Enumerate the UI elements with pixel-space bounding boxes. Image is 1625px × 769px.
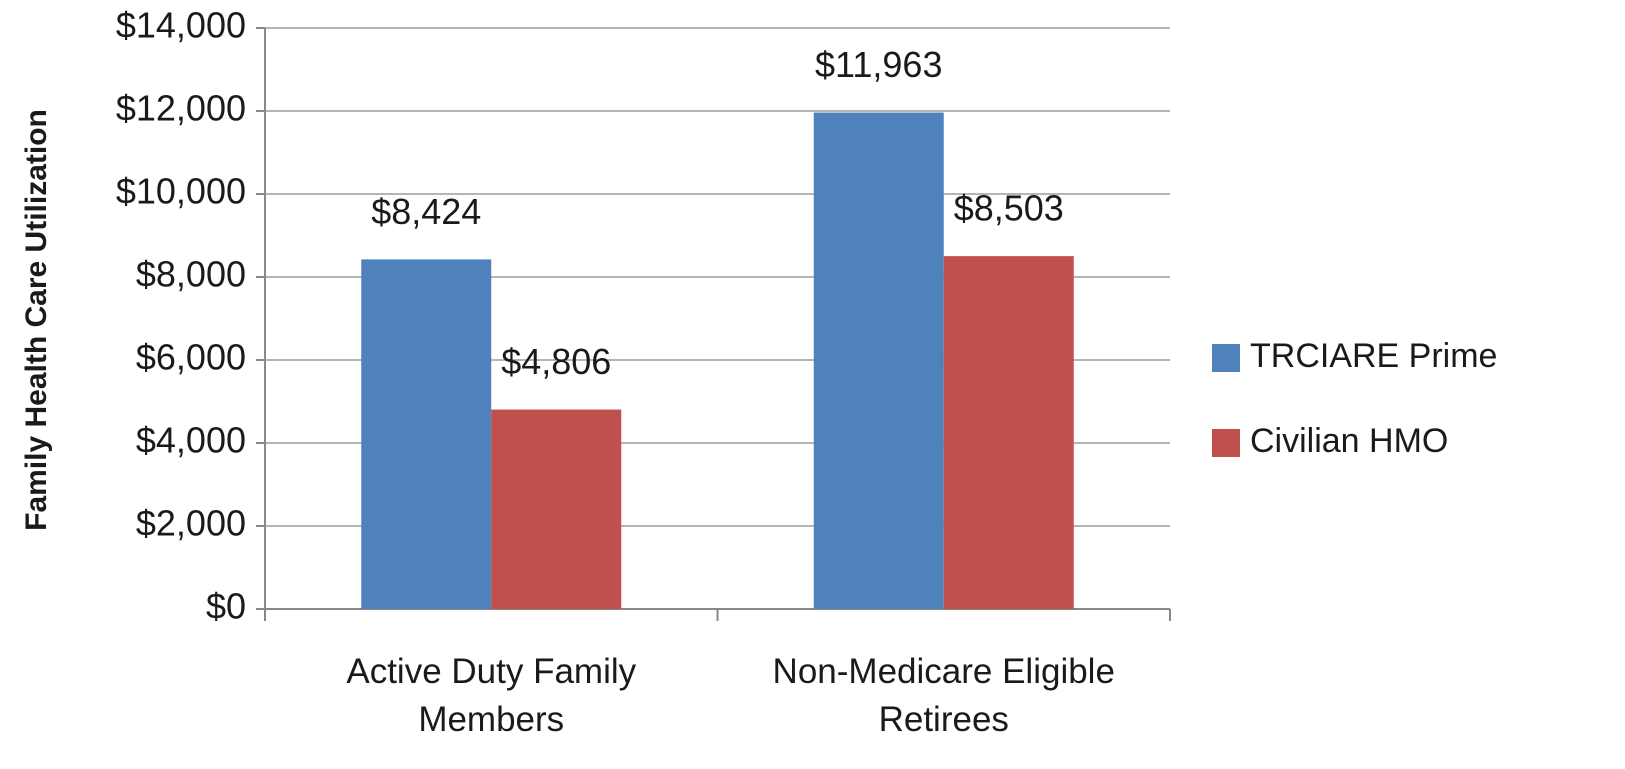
y-tick-label: $10,000 xyxy=(116,171,246,212)
bar xyxy=(813,112,944,610)
legend-swatch xyxy=(1212,429,1240,457)
legend-swatch xyxy=(1212,344,1240,372)
y-tick-label: $2,000 xyxy=(136,503,246,544)
value-label: $8,424 xyxy=(371,191,481,232)
y-axis-title: Family Health Care Utilization xyxy=(20,109,53,531)
x-tick-label: Non-Medicare Eligible Retirees xyxy=(772,652,1115,739)
y-tick-label: $8,000 xyxy=(136,254,246,295)
value-label: $8,503 xyxy=(954,188,1064,229)
y-tick-label: $0 xyxy=(206,586,246,627)
bar xyxy=(943,256,1074,609)
bar xyxy=(361,259,492,609)
y-tick-label: $4,000 xyxy=(136,420,246,461)
value-label: $4,806 xyxy=(501,341,611,382)
y-tick-label: $6,000 xyxy=(136,337,246,378)
legend-label: TRCIARE Prime xyxy=(1250,337,1497,375)
x-tick-label: Active Duty Family Members xyxy=(346,652,637,739)
bar xyxy=(491,409,622,609)
y-tick-label: $14,000 xyxy=(116,5,246,46)
legend-label: Civilian HMO xyxy=(1250,422,1448,460)
value-label: $11,963 xyxy=(815,44,942,85)
y-tick-label: $12,000 xyxy=(116,88,246,129)
